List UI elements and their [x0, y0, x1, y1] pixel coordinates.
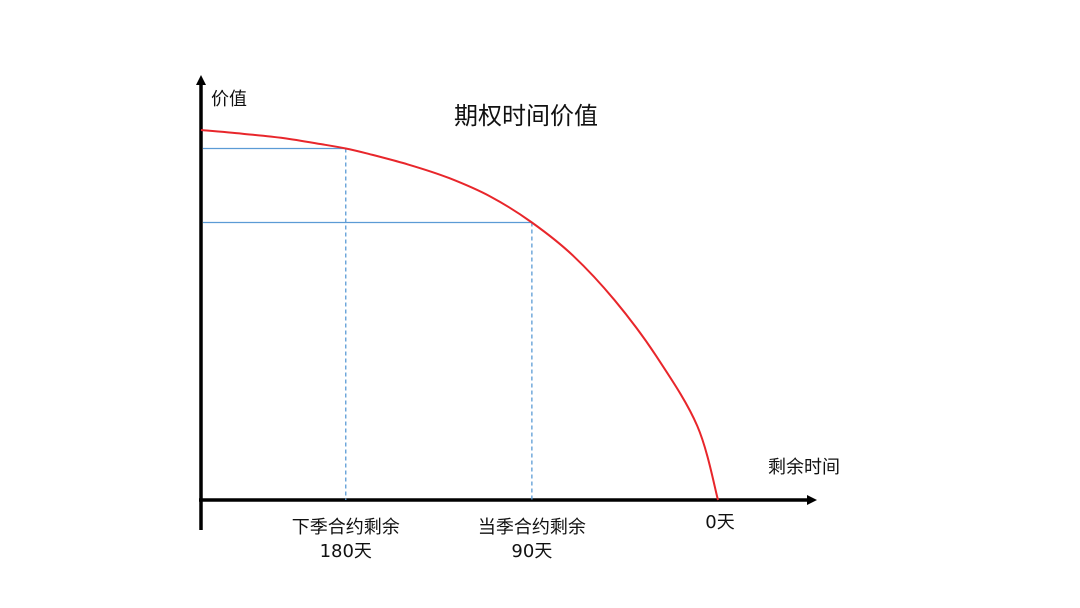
marker-days-next-quarter: 180天: [320, 541, 372, 562]
chart-title: 期权时间价值: [454, 102, 598, 130]
marker-label-next-quarter: 下季合约剩余: [292, 517, 400, 538]
x-axis-label: 剩余时间: [768, 457, 840, 478]
marker-days-current-quarter: 90天: [511, 541, 552, 562]
zero-days-label: 0天: [705, 512, 734, 533]
guide-lines: [203, 147, 533, 500]
y-axis-label: 价值: [211, 89, 247, 110]
time-value-curve: [200, 129, 719, 501]
marker-label-current-quarter: 当季合约剩余: [478, 517, 586, 538]
